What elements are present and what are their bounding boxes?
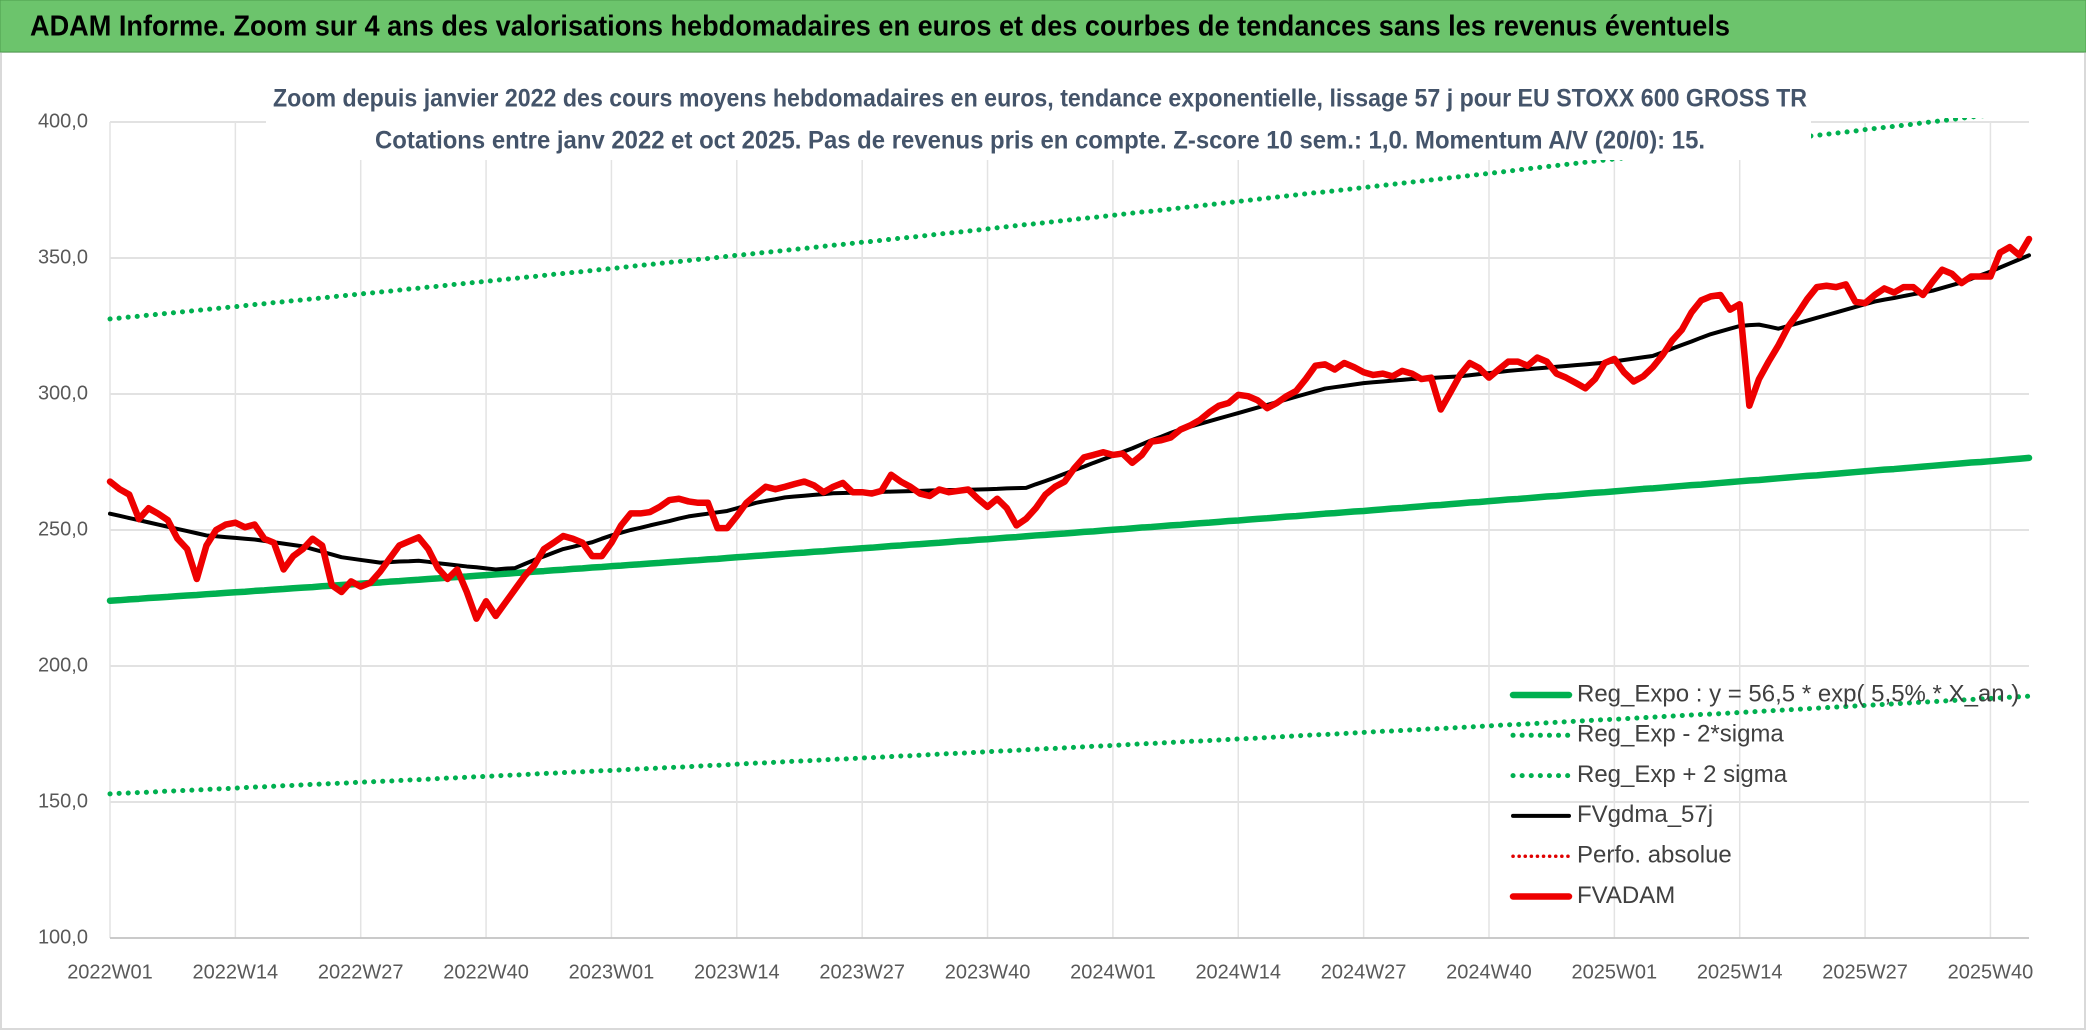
legend-label: FVADAM	[1577, 882, 1675, 909]
x-tick-label: 2022W27	[318, 961, 404, 983]
chart-subtitle: Cotations entre janv 2022 et oct 2025. P…	[375, 127, 1705, 155]
legend-label: Reg_Exp + 2 sigma	[1577, 761, 1788, 788]
x-tick-label: 2022W01	[67, 961, 153, 983]
header-bar	[0, 0, 2086, 53]
subtitle-box	[266, 80, 1811, 160]
x-tick-label: 2025W27	[1822, 961, 1908, 983]
legend-label: FVgdma_57j	[1577, 801, 1713, 828]
x-tick-label: 2024W40	[1446, 961, 1532, 983]
x-tick-label: 2023W14	[694, 961, 780, 983]
series-line	[107, 693, 2032, 797]
x-tick-label: 2023W27	[819, 961, 905, 983]
legend-label: Reg_Expo : y = 56,5 * exp( 5,5% * X_an )	[1577, 680, 2019, 707]
x-tick-label: 2023W40	[945, 961, 1031, 983]
y-tick-label: 200,0	[38, 654, 88, 676]
y-tick-label: 400,0	[38, 110, 88, 132]
x-tick-label: 2024W01	[1070, 961, 1156, 983]
x-tick-label: 2023W01	[569, 961, 655, 983]
x-tick-label: 2025W40	[1948, 961, 2034, 983]
legend-label: Reg_Exp - 2*sigma	[1577, 721, 1784, 748]
x-tick-label: 2025W01	[1572, 961, 1658, 983]
y-tick-label: 150,0	[38, 790, 88, 812]
x-tick-label: 2025W14	[1697, 961, 1783, 983]
x-tick-label: 2022W40	[443, 961, 529, 983]
y-tick-label: 250,0	[38, 518, 88, 540]
y-tick-label: 300,0	[38, 382, 88, 404]
y-tick-label: 100,0	[38, 926, 88, 948]
chart-title: ADAM Informe. Zoom sur 4 ans des valoris…	[30, 11, 1730, 43]
legend-label: Perfo. absolue	[1577, 842, 1732, 869]
x-tick-label: 2024W14	[1195, 961, 1281, 983]
y-tick-label: 350,0	[38, 246, 88, 268]
x-tick-label: 2022W14	[193, 961, 279, 983]
chart-subtitle: Zoom depuis janvier 2022 des cours moyen…	[273, 85, 1807, 113]
x-tick-label: 2024W27	[1321, 961, 1407, 983]
series-line	[106, 454, 2033, 604]
series-line	[106, 235, 2033, 622]
